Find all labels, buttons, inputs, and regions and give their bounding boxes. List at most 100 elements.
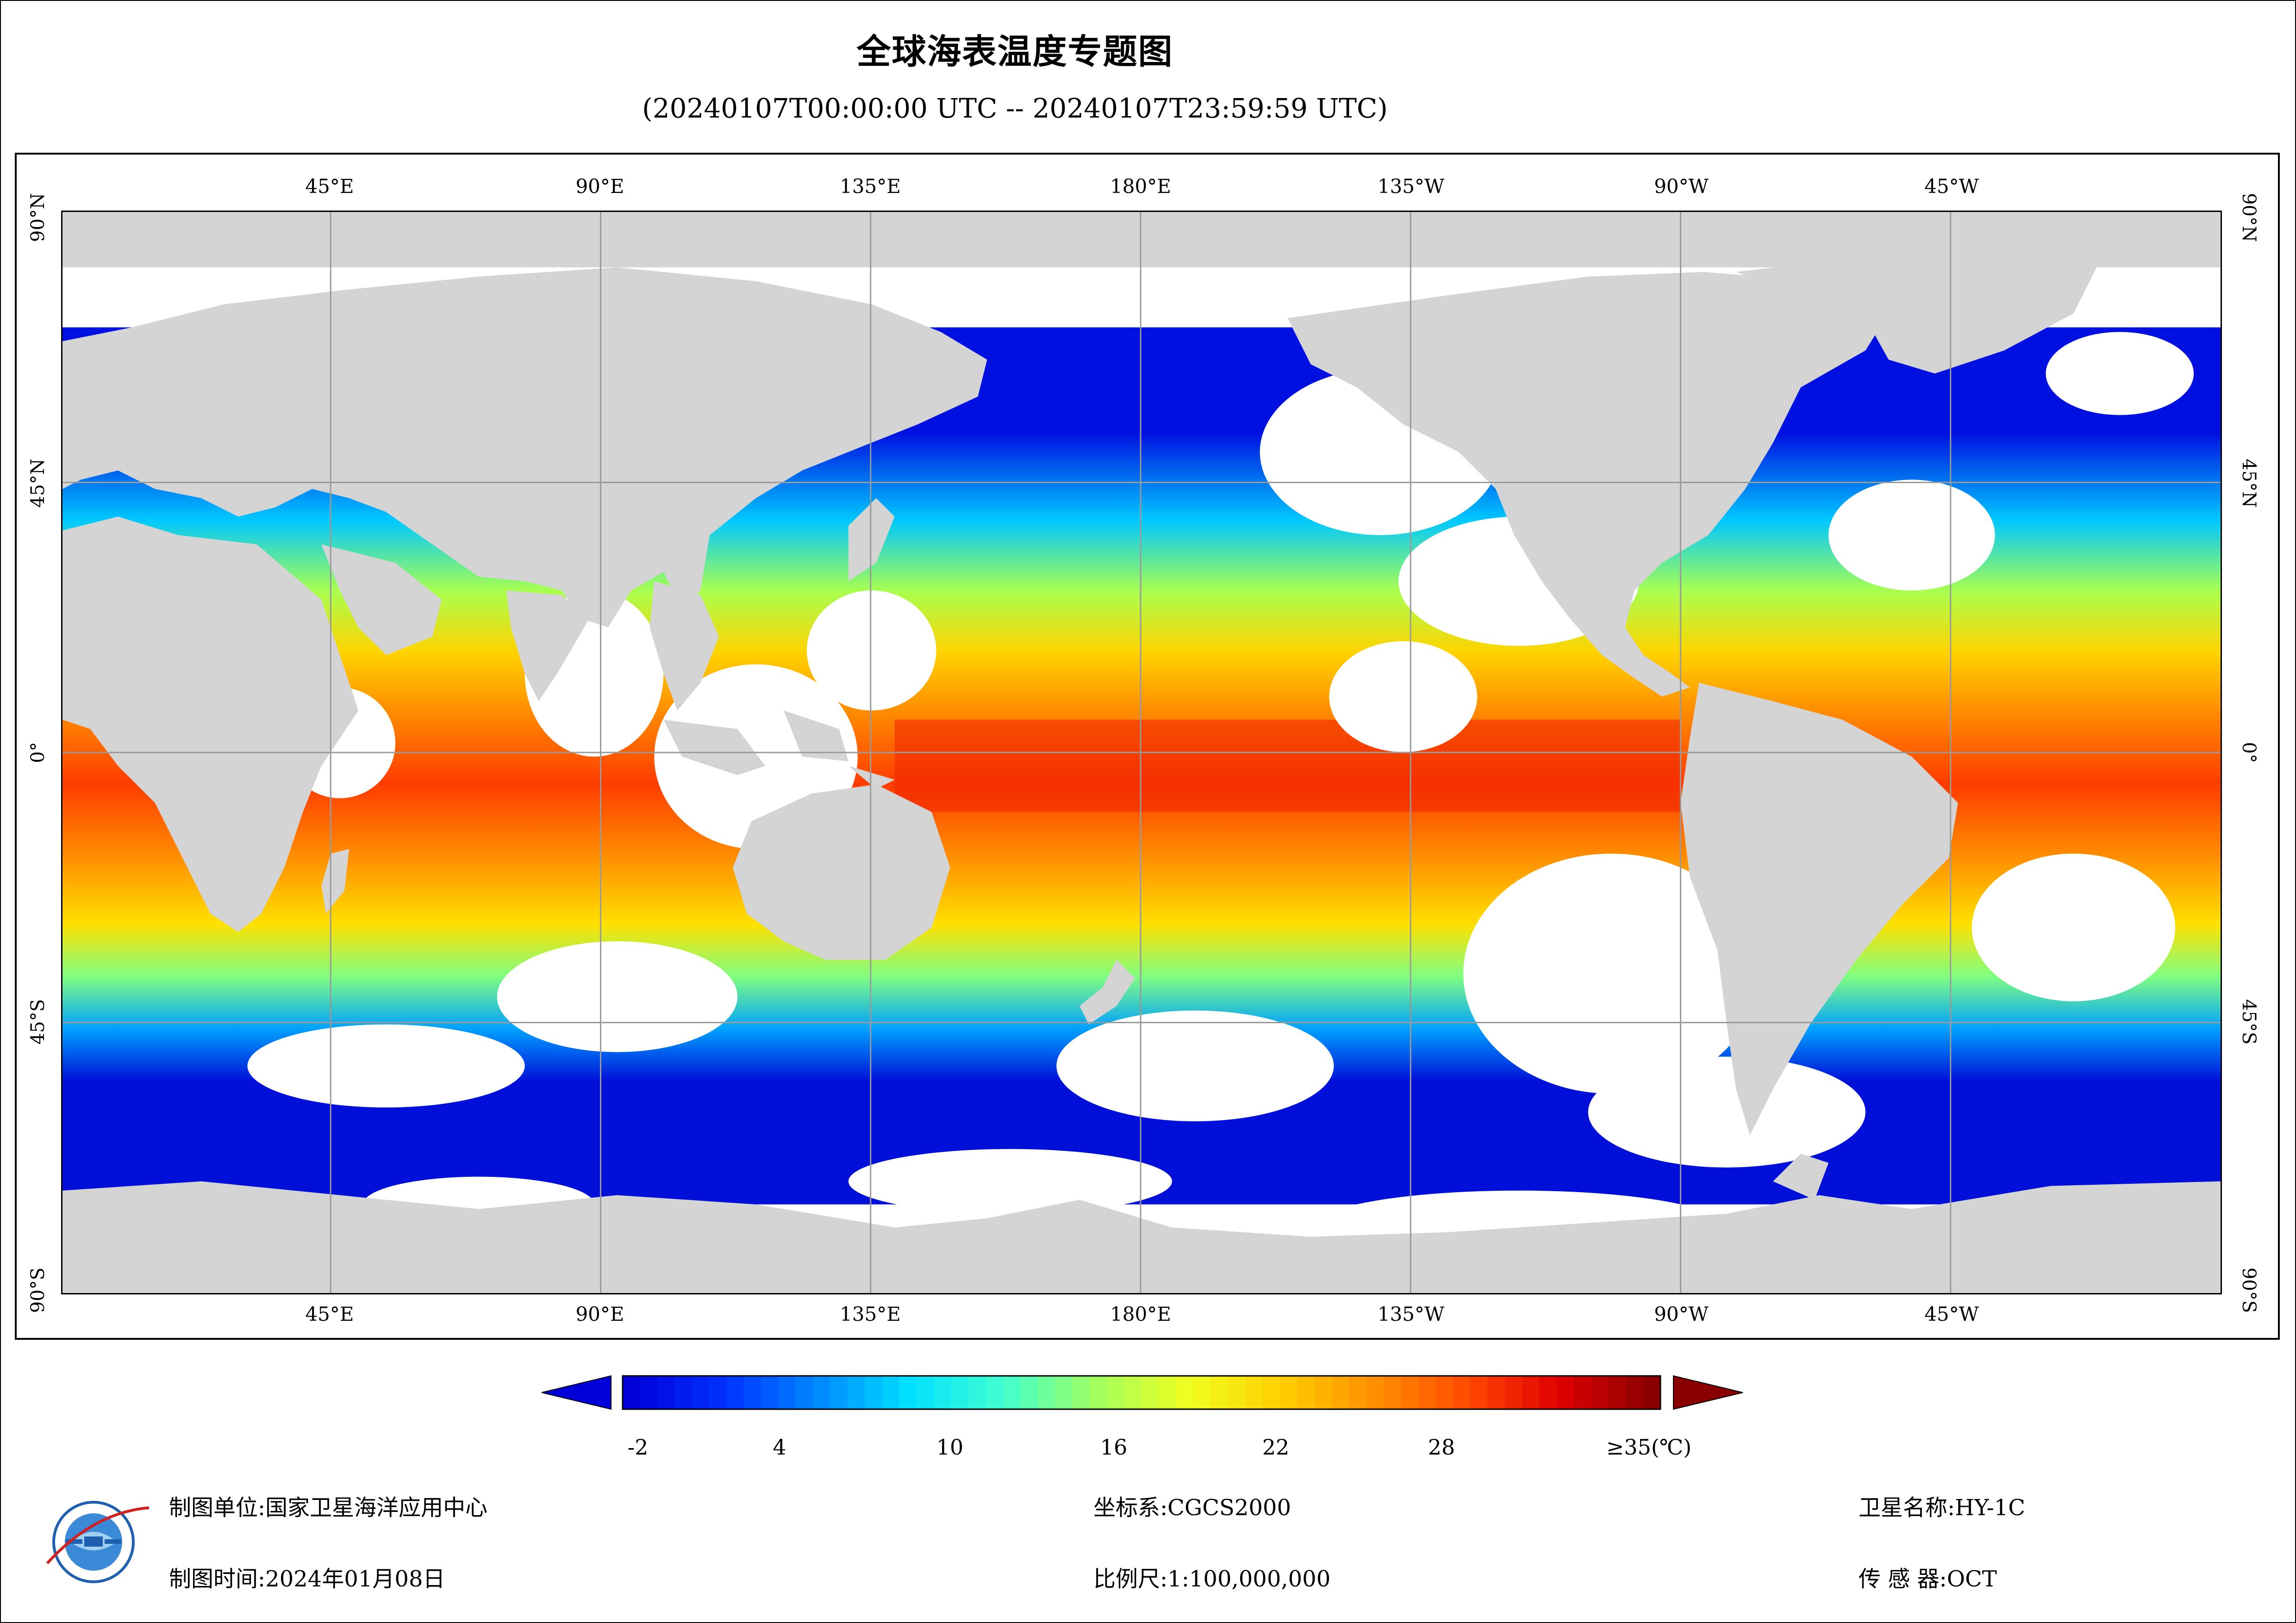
lon-label-bottom-135e: 135°E <box>840 1303 901 1325</box>
colorbar-segment <box>1279 1376 1298 1409</box>
map-time-range: (20240107T00:00:00 UTC -- 20240107T23:59… <box>642 93 1388 124</box>
colorbar-segment <box>1418 1376 1436 1409</box>
colorbar-segment <box>986 1376 1004 1409</box>
colorbar-segment <box>1037 1376 1056 1409</box>
colorbar-segment <box>1608 1376 1627 1409</box>
colorbar-segment <box>1176 1376 1194 1409</box>
colorbar-segment <box>1401 1376 1419 1409</box>
footer-mapping-time: 制图时间:2024年01月08日 <box>169 1566 445 1592</box>
colorbar-segment <box>1210 1376 1229 1409</box>
colorbar-canvas <box>542 1375 1743 1410</box>
colorbar-segment <box>640 1376 658 1409</box>
colorbar-segment <box>1574 1376 1592 1409</box>
indonesia-islands <box>663 710 895 789</box>
colorbar-segment <box>1314 1376 1333 1409</box>
greenland-landmass <box>1736 249 2097 374</box>
nsoas-logo-icon <box>33 1494 163 1586</box>
colorbar-segment <box>1193 1376 1211 1409</box>
colorbar-segment <box>951 1376 969 1409</box>
footer-coordinate-system: 坐标系:CGCS2000 <box>1093 1495 1292 1521</box>
lon-label-top-135w: 135°W <box>1377 175 1445 198</box>
southeast-asia-landmass <box>649 581 719 711</box>
sst-map-canvas <box>62 212 2221 1293</box>
colorbar-segment <box>1297 1376 1315 1409</box>
colorbar-segment <box>1072 1376 1090 1409</box>
colorbar-segment <box>1453 1376 1471 1409</box>
footer-satellite-name: 卫星名称:HY-1C <box>1859 1495 2025 1521</box>
colorbar-segment <box>1003 1376 1021 1409</box>
colorbar-segment <box>1020 1376 1038 1409</box>
colorbar-segment <box>1384 1376 1402 1409</box>
colorbar-segment <box>1556 1376 1575 1409</box>
colorbar-segment <box>1055 1376 1073 1409</box>
lat-label-left-45s: 45°S <box>27 999 49 1045</box>
colorbar-segment <box>1366 1376 1385 1409</box>
colorbar-segment <box>1522 1376 1540 1409</box>
colorbar-high-arrow <box>1673 1375 1743 1410</box>
colorbar-segment <box>623 1376 641 1409</box>
africa-landmass <box>62 516 359 933</box>
colorbar-segment <box>1089 1376 1108 1409</box>
colorbar-segment <box>813 1376 831 1409</box>
colorbar-segment <box>934 1376 952 1409</box>
colorbar-segment <box>692 1376 710 1409</box>
lat-label-left-90s: 90°S <box>27 1267 49 1313</box>
lon-label-top-45w: 45°W <box>1924 175 1979 198</box>
land-layer <box>62 212 2221 1293</box>
lon-label-bottom-90w: 90°W <box>1654 1303 1709 1325</box>
colorbar-segment <box>1626 1376 1644 1409</box>
colorbar-segment <box>1159 1376 1177 1409</box>
new-zealand-landmass <box>1079 959 1136 1025</box>
colorbar-segment <box>1332 1376 1350 1409</box>
lon-label-top-90w: 90°W <box>1654 175 1709 198</box>
colorbar-tick-22: 22 <box>1262 1435 1290 1460</box>
sst-map <box>61 211 2222 1294</box>
lon-label-top-45e: 45°E <box>305 175 354 198</box>
lat-label-left-90n: 90°N <box>27 193 49 242</box>
colorbar-segment <box>1643 1376 1661 1409</box>
colorbar-segment <box>899 1376 917 1409</box>
lon-label-top-90e: 90°E <box>575 175 624 198</box>
lon-label-bottom-45e: 45°E <box>305 1303 354 1325</box>
lat-label-right-0: 0° <box>2238 742 2259 763</box>
colorbar-segment <box>709 1376 727 1409</box>
japan-landmass <box>848 498 895 581</box>
colorbar-segment <box>1142 1376 1160 1409</box>
arabia-landmass <box>321 544 442 655</box>
colorbar-segment <box>1539 1376 1557 1409</box>
lat-label-right-45s: 45°S <box>2238 999 2259 1045</box>
colorbar-tick-35: ≥35(℃) <box>1606 1435 1692 1460</box>
colorbar-segment <box>1435 1376 1454 1409</box>
map-frame <box>15 153 2280 1340</box>
footer-sensor: 传 感 器:OCT <box>1859 1566 1997 1592</box>
colorbar-segment <box>726 1376 744 1409</box>
lon-label-bottom-135w: 135°W <box>1377 1303 1445 1325</box>
colorbar-segments <box>623 1376 1661 1409</box>
colorbar-segment <box>1487 1376 1505 1409</box>
colorbar-segment <box>1591 1376 1609 1409</box>
colorbar-segment <box>830 1376 848 1409</box>
colorbar-segment <box>1349 1376 1367 1409</box>
colorbar-segment <box>657 1376 675 1409</box>
colorbar-tick-16: 16 <box>1100 1435 1128 1460</box>
footer-scale: 比例尺:1:100,000,000 <box>1093 1566 1331 1592</box>
lat-label-right-45n: 45°N <box>2238 459 2259 508</box>
lat-label-left-45n: 45°N <box>27 459 49 508</box>
lon-label-bottom-45w: 45°W <box>1924 1303 1979 1325</box>
equatorial-warm-pool <box>894 720 1681 812</box>
colorbar-segment <box>917 1376 935 1409</box>
india-landmass <box>506 590 590 702</box>
lon-label-bottom-180e: 180°E <box>1110 1303 1171 1325</box>
colorbar-segment <box>882 1376 900 1409</box>
lon-label-top-135e: 135°E <box>840 175 901 198</box>
cloud-nodata-layer <box>247 332 2194 1265</box>
lat-label-right-90n: 90°N <box>2238 193 2259 242</box>
colorbar-segment <box>1124 1376 1142 1409</box>
footer-mapping-unit: 制图单位:国家卫星海洋应用中心 <box>169 1495 488 1521</box>
lat-label-left-0: 0° <box>27 742 49 763</box>
antarctic-peninsula <box>1773 1153 1829 1200</box>
colorbar-low-arrow <box>542 1375 611 1410</box>
lon-label-bottom-90e: 90°E <box>575 1303 624 1325</box>
map-title: 全球海表温度专题图 <box>856 32 1173 72</box>
